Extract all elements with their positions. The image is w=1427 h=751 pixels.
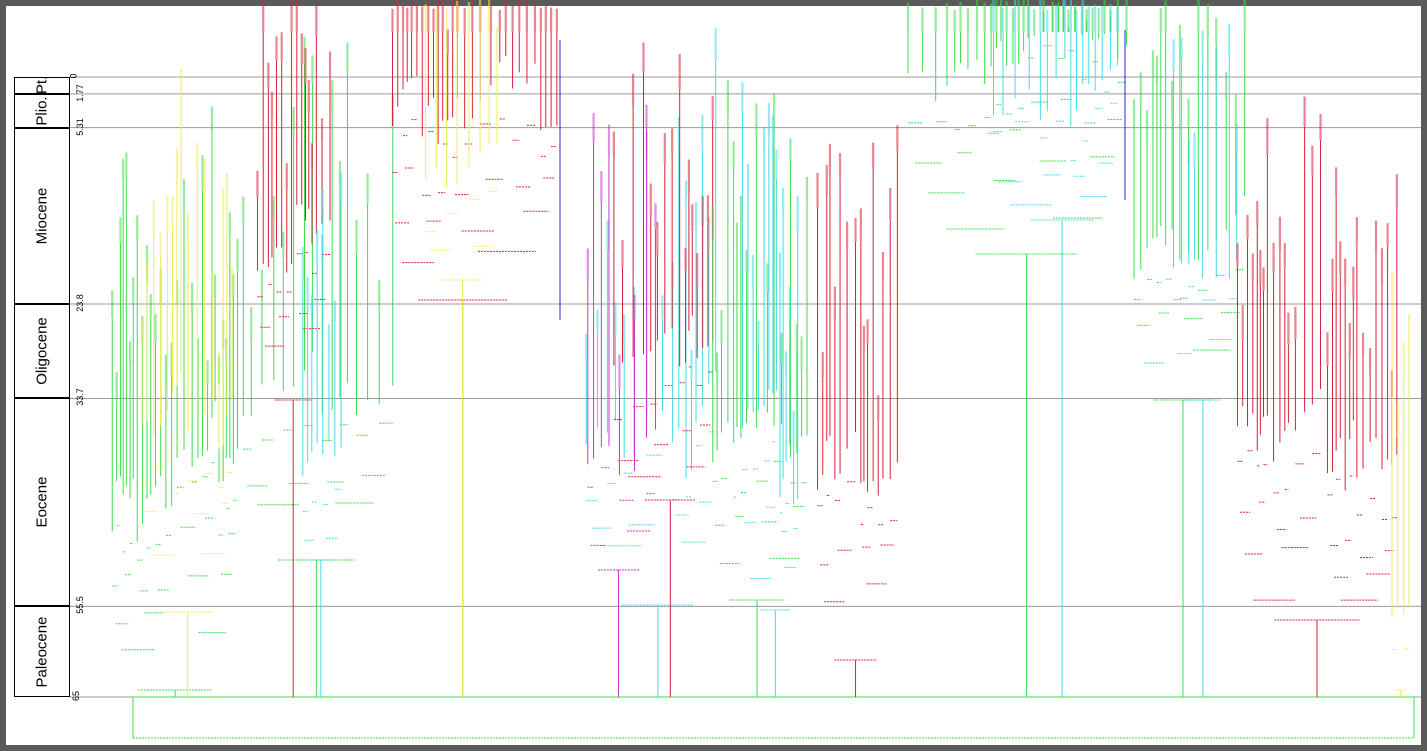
epoch-box: Miocene bbox=[14, 127, 70, 304]
boundary-tick-label: 1.77 bbox=[74, 84, 85, 102]
epoch-box: Plio. bbox=[14, 93, 70, 128]
epoch-label: Paleocene bbox=[33, 616, 51, 688]
epoch-box: Eocene bbox=[14, 398, 70, 607]
epoch-label: Miocene bbox=[33, 187, 51, 245]
boundary-tick-label: 5.31 bbox=[74, 117, 85, 136]
boundary-tick-label: 65 bbox=[71, 690, 82, 702]
boundary-tick-label: 23.8 bbox=[74, 294, 85, 312]
epoch-box: Oligocene bbox=[14, 304, 70, 399]
epoch-label: Eocene bbox=[33, 476, 51, 528]
boundary-tick-label: 33.7 bbox=[74, 388, 85, 407]
boundary-tick-label: 55.5 bbox=[74, 596, 85, 615]
boundary-tick-label: 0 bbox=[68, 73, 79, 79]
epoch-label: Pt. bbox=[33, 76, 51, 95]
epoch-box: Paleocene bbox=[14, 606, 70, 697]
epoch-label: Oligocene bbox=[33, 317, 51, 385]
epoch-label: Plio. bbox=[33, 96, 51, 126]
epoch-box: Pt. bbox=[14, 76, 70, 95]
